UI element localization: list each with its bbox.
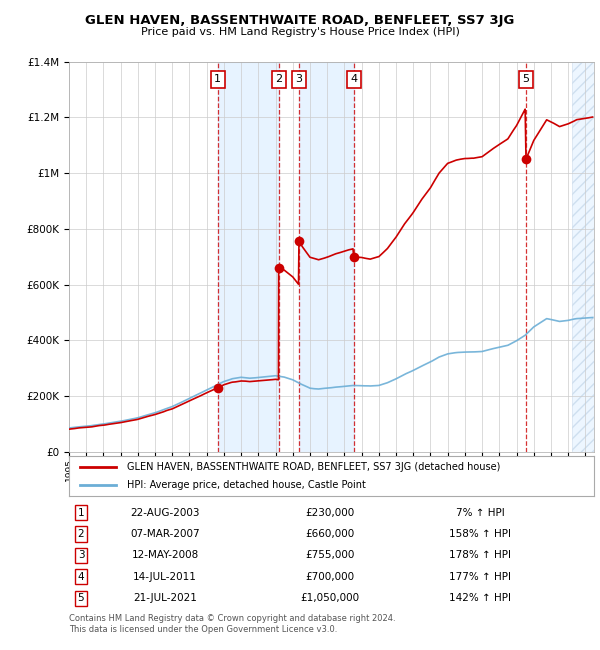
Text: 158% ↑ HPI: 158% ↑ HPI xyxy=(449,529,511,539)
Text: 4: 4 xyxy=(77,572,85,582)
Text: HPI: Average price, detached house, Castle Point: HPI: Average price, detached house, Cast… xyxy=(127,480,365,489)
Text: £660,000: £660,000 xyxy=(305,529,355,539)
Text: £1,050,000: £1,050,000 xyxy=(301,593,359,603)
Text: 3: 3 xyxy=(295,74,302,85)
Text: 12-MAY-2008: 12-MAY-2008 xyxy=(131,551,199,560)
Text: £230,000: £230,000 xyxy=(305,508,355,517)
Text: 5: 5 xyxy=(523,74,530,85)
Text: £700,000: £700,000 xyxy=(305,572,355,582)
Text: 2: 2 xyxy=(275,74,282,85)
Text: 7% ↑ HPI: 7% ↑ HPI xyxy=(455,508,505,517)
Text: 1: 1 xyxy=(77,508,85,517)
Text: GLEN HAVEN, BASSENTHWAITE ROAD, BENFLEET, SS7 3JG: GLEN HAVEN, BASSENTHWAITE ROAD, BENFLEET… xyxy=(85,14,515,27)
Text: Price paid vs. HM Land Registry's House Price Index (HPI): Price paid vs. HM Land Registry's House … xyxy=(140,27,460,37)
Text: 2: 2 xyxy=(77,529,85,539)
Text: £755,000: £755,000 xyxy=(305,551,355,560)
Text: 21-JUL-2021: 21-JUL-2021 xyxy=(133,593,197,603)
Text: 07-MAR-2007: 07-MAR-2007 xyxy=(130,529,200,539)
Text: 22-AUG-2003: 22-AUG-2003 xyxy=(130,508,200,517)
Text: 3: 3 xyxy=(77,551,85,560)
Text: 178% ↑ HPI: 178% ↑ HPI xyxy=(449,551,511,560)
Bar xyxy=(299,62,353,452)
Text: 4: 4 xyxy=(350,74,357,85)
Bar xyxy=(218,62,278,452)
Text: 1: 1 xyxy=(214,74,221,85)
Text: GLEN HAVEN, BASSENTHWAITE ROAD, BENFLEET, SS7 3JG (detached house): GLEN HAVEN, BASSENTHWAITE ROAD, BENFLEET… xyxy=(127,462,500,472)
Text: Contains HM Land Registry data © Crown copyright and database right 2024.
This d: Contains HM Land Registry data © Crown c… xyxy=(69,614,395,634)
Bar xyxy=(572,62,594,452)
Text: 177% ↑ HPI: 177% ↑ HPI xyxy=(449,572,511,582)
Text: 14-JUL-2011: 14-JUL-2011 xyxy=(133,572,197,582)
Text: 142% ↑ HPI: 142% ↑ HPI xyxy=(449,593,511,603)
Text: 5: 5 xyxy=(77,593,85,603)
